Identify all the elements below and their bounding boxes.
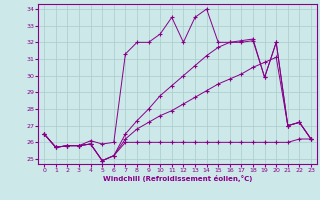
X-axis label: Windchill (Refroidissement éolien,°C): Windchill (Refroidissement éolien,°C)	[103, 175, 252, 182]
